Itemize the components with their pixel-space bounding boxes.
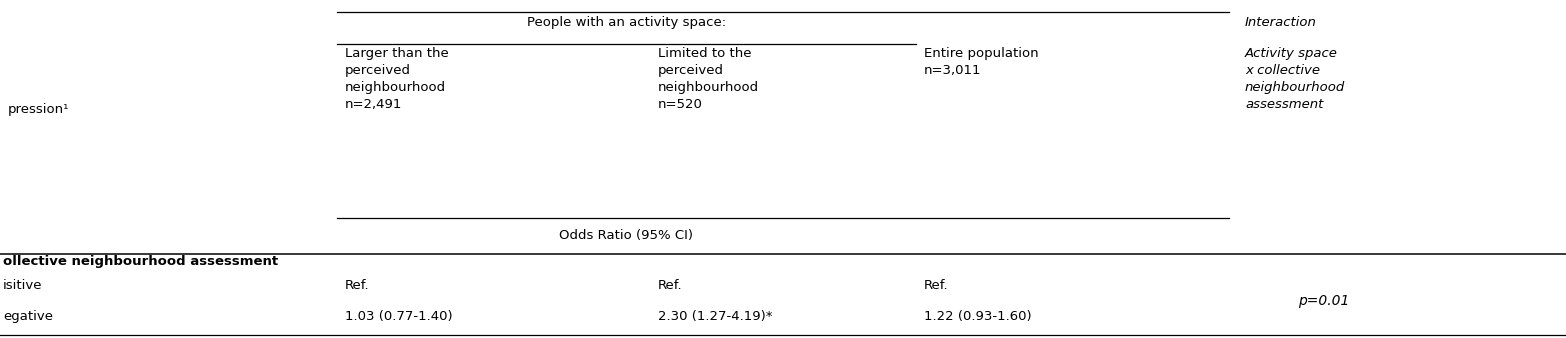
Text: 2.30 (1.27-4.19)*: 2.30 (1.27-4.19)*: [658, 310, 772, 322]
Text: Larger than the
perceived
neighbourhood
n=2,491: Larger than the perceived neighbourhood …: [345, 47, 448, 111]
Text: Limited to the
perceived
neighbourhood
n=520: Limited to the perceived neighbourhood n…: [658, 47, 760, 111]
Text: Interaction: Interaction: [1245, 16, 1317, 28]
Text: 1.03 (0.77-1.40): 1.03 (0.77-1.40): [345, 310, 453, 322]
Text: Ref.: Ref.: [924, 279, 949, 292]
Text: Ref.: Ref.: [345, 279, 370, 292]
Text: Activity space
x collective
neighbourhood
assessment: Activity space x collective neighbourhoo…: [1245, 47, 1345, 111]
Text: Entire population
n=3,011: Entire population n=3,011: [924, 47, 1038, 77]
Text: People with an activity space:: People with an activity space:: [526, 16, 727, 28]
Text: p=0.01: p=0.01: [1298, 294, 1348, 308]
Text: ollective neighbourhood assessment: ollective neighbourhood assessment: [3, 255, 279, 268]
Text: Ref.: Ref.: [658, 279, 683, 292]
Text: pression¹: pression¹: [8, 103, 69, 116]
Text: isitive: isitive: [3, 279, 42, 292]
Text: egative: egative: [3, 310, 53, 322]
Text: 1.22 (0.93-1.60): 1.22 (0.93-1.60): [924, 310, 1032, 322]
Text: Odds Ratio (95% CI): Odds Ratio (95% CI): [559, 229, 694, 242]
